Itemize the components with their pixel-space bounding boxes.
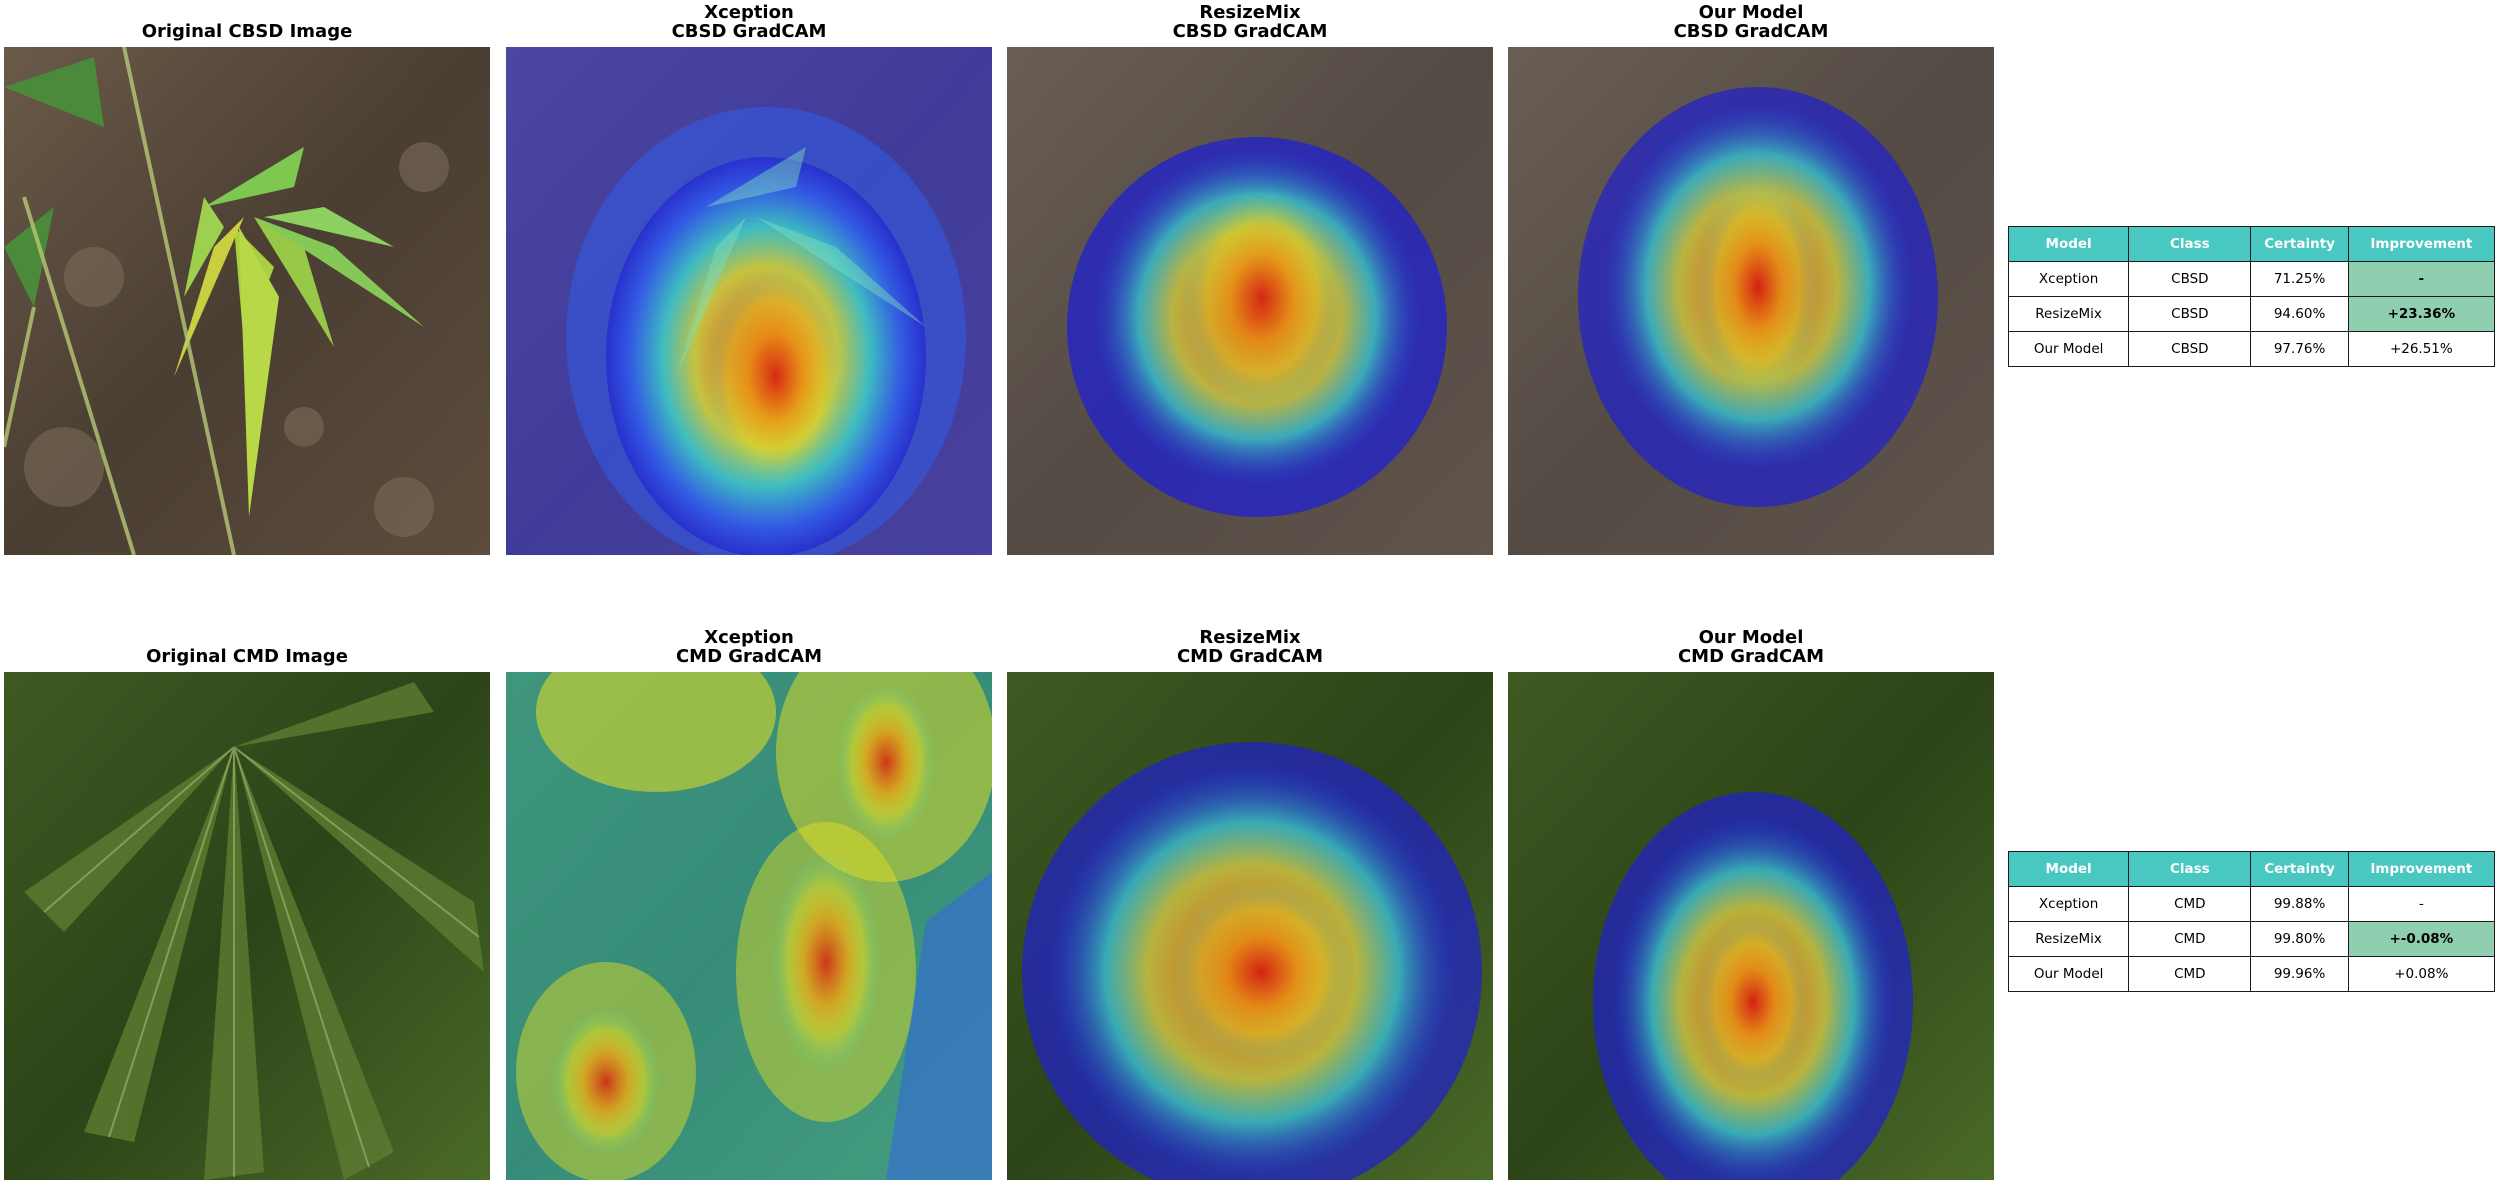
header-class: Class — [2128, 851, 2252, 887]
panel-title: Our Model CBSD GradCAM — [1508, 3, 1994, 41]
cell-model: Xception — [2007, 261, 2130, 297]
title-line-1: Original CBSD Image — [141, 21, 353, 42]
cell-model: Our Model — [2007, 331, 2130, 367]
cell-certainty: 99.80% — [2250, 921, 2349, 957]
cell-class: CMD — [2128, 886, 2252, 922]
cmd-original-image — [4, 672, 490, 1180]
title-line-1: Our Model — [1698, 2, 1804, 23]
header-certainty: Certainty — [2250, 851, 2349, 887]
cell-class: CBSD — [2128, 296, 2252, 332]
title-line-1: Xception — [704, 2, 794, 23]
table-row: Xception CMD 99.88% - — [2007, 886, 2496, 922]
cmd-resizemix-gradcam — [1007, 672, 1493, 1180]
cmd-xception-gradcam — [506, 672, 992, 1180]
cell-improvement: +0.08% — [2347, 956, 2496, 992]
header-certainty: Certainty — [2250, 226, 2349, 262]
cell-model: Xception — [2007, 886, 2130, 922]
title-line-2: CMD GradCAM — [675, 646, 823, 667]
cell-certainty: 99.88% — [2250, 886, 2349, 922]
cmd-metrics-table: Model Class Certainty Improvement Xcepti… — [2007, 851, 2496, 992]
cell-class: CMD — [2128, 921, 2252, 957]
title-line-2: CBSD GradCAM — [1673, 21, 1829, 42]
title-line-1: ResizeMix — [1199, 2, 1301, 23]
cell-certainty: 99.96% — [2250, 956, 2349, 992]
title-line-1: Original CMD Image — [146, 646, 348, 667]
cell-class: CMD — [2128, 956, 2252, 992]
cell-improvement: - — [2347, 886, 2496, 922]
panel-title: Original CBSD Image — [4, 22, 490, 41]
table-header-row: Model Class Certainty Improvement — [2007, 851, 2496, 887]
cell-model: Our Model — [2007, 956, 2130, 992]
cbsd-original-image — [4, 47, 490, 555]
table-row: ResizeMix CBSD 94.60% +23.36% — [2007, 296, 2496, 332]
cell-improvement: +23.36% — [2347, 296, 2496, 332]
title-line-2: CBSD GradCAM — [671, 21, 827, 42]
table-row: Xception CBSD 71.25% - — [2007, 261, 2496, 297]
table-row: Our Model CBSD 97.76% +26.51% — [2007, 331, 2496, 367]
header-improvement: Improvement — [2347, 226, 2496, 262]
panel-title: Xception CMD GradCAM — [506, 628, 992, 666]
title-line-2: CMD GradCAM — [1176, 646, 1324, 667]
cell-improvement: +-0.08% — [2347, 921, 2496, 957]
cell-certainty: 94.60% — [2250, 296, 2349, 332]
cell-certainty: 97.76% — [2250, 331, 2349, 367]
panel-title: Our Model CMD GradCAM — [1508, 628, 1994, 666]
header-model: Model — [2007, 851, 2130, 887]
cell-class: CBSD — [2128, 331, 2252, 367]
cbsd-xception-gradcam — [506, 47, 992, 555]
cell-model: ResizeMix — [2007, 921, 2130, 957]
header-improvement: Improvement — [2347, 851, 2496, 887]
panel-title: ResizeMix CMD GradCAM — [1007, 628, 1493, 666]
cell-improvement: - — [2347, 261, 2496, 297]
cell-certainty: 71.25% — [2250, 261, 2349, 297]
title-line-1: ResizeMix — [1199, 627, 1301, 648]
title-line-1: Our Model — [1698, 627, 1804, 648]
header-class: Class — [2128, 226, 2252, 262]
cmd-ourmodel-gradcam — [1508, 672, 1994, 1180]
cbsd-ourmodel-gradcam — [1508, 47, 1994, 555]
cell-improvement: +26.51% — [2347, 331, 2496, 367]
title-line-1: Xception — [704, 627, 794, 648]
panel-title: ResizeMix CBSD GradCAM — [1007, 3, 1493, 41]
table-row: Our Model CMD 99.96% +0.08% — [2007, 956, 2496, 992]
cell-class: CBSD — [2128, 261, 2252, 297]
cbsd-metrics-table: Model Class Certainty Improvement Xcepti… — [2007, 226, 2496, 367]
header-model: Model — [2007, 226, 2130, 262]
panel-title: Original CMD Image — [4, 647, 490, 666]
cbsd-resizemix-gradcam — [1007, 47, 1493, 555]
table-header-row: Model Class Certainty Improvement — [2007, 226, 2496, 262]
panel-title: Xception CBSD GradCAM — [506, 3, 992, 41]
title-line-2: CMD GradCAM — [1677, 646, 1825, 667]
title-line-2: CBSD GradCAM — [1172, 21, 1328, 42]
cell-model: ResizeMix — [2007, 296, 2130, 332]
table-row: ResizeMix CMD 99.80% +-0.08% — [2007, 921, 2496, 957]
